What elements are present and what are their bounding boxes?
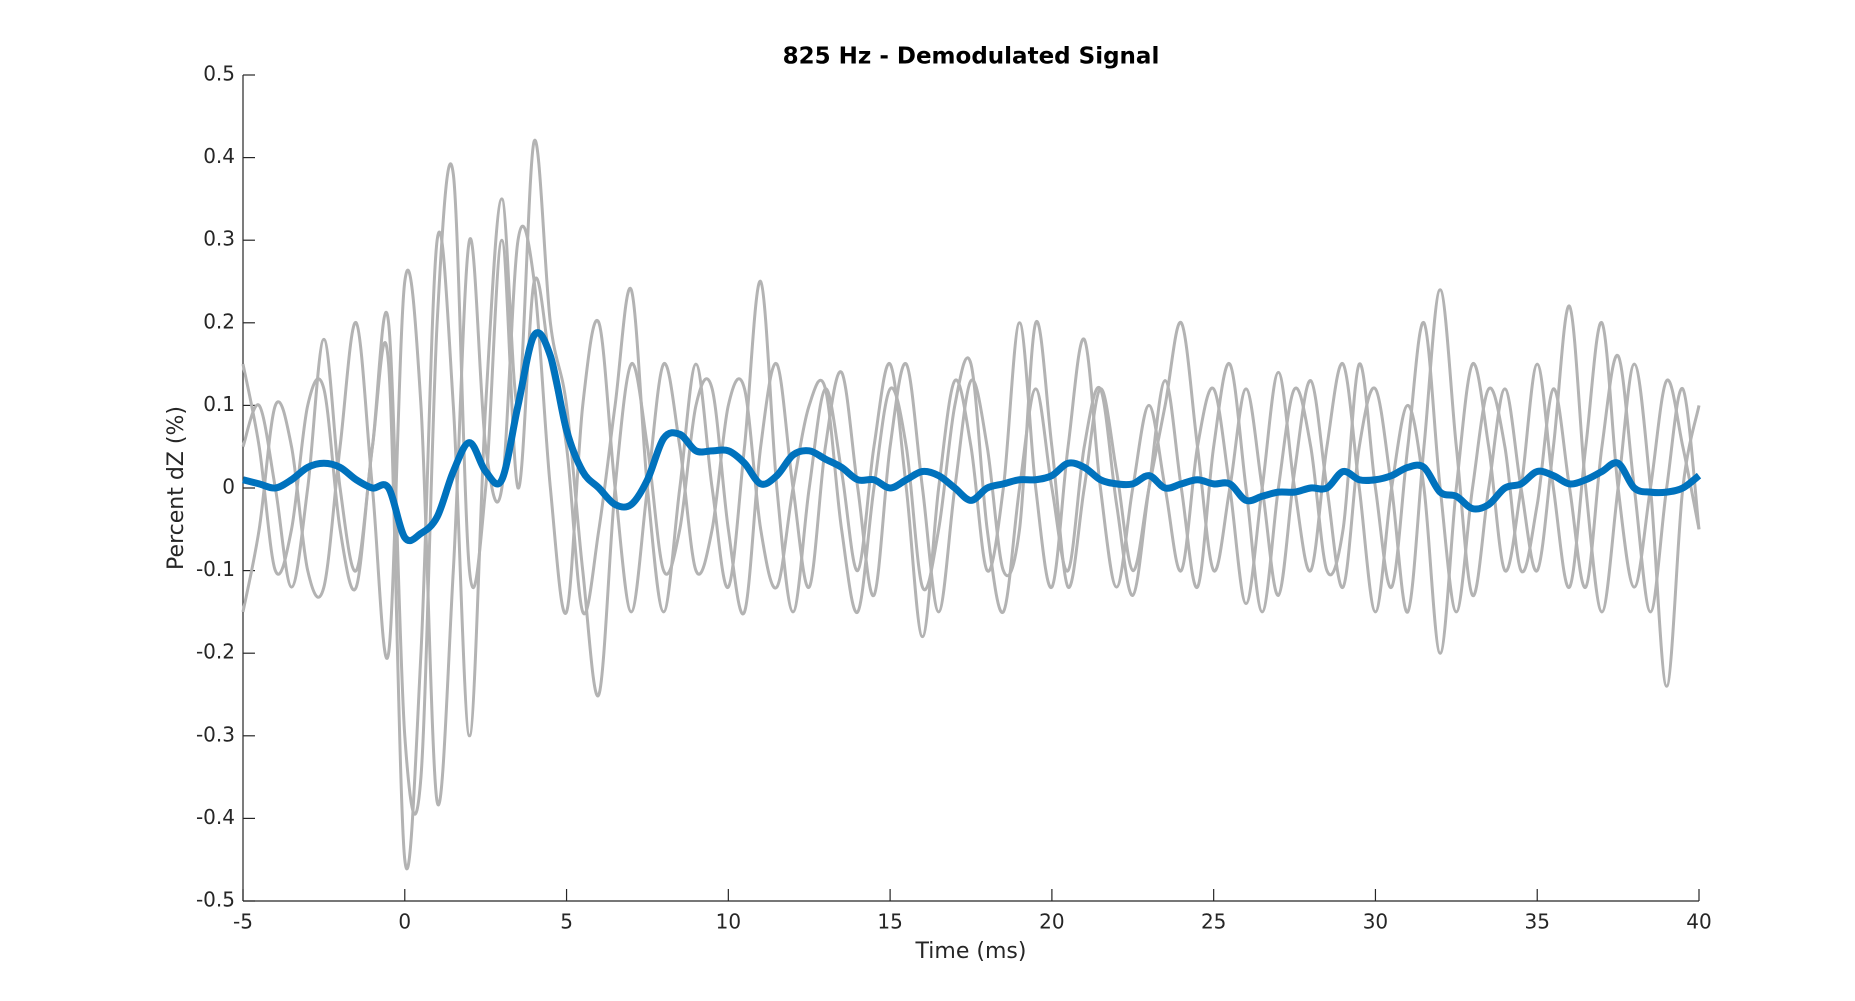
- y-tick-label: 0: [222, 475, 235, 499]
- x-tick-label: 20: [1039, 910, 1064, 934]
- y-tick-label: 0.1: [203, 392, 235, 416]
- x-tick-label: 5: [560, 910, 573, 934]
- x-tick-label: 40: [1686, 910, 1711, 934]
- trace-line: [241, 224, 1701, 807]
- x-tick-label: 35: [1524, 910, 1549, 934]
- y-tick-label: 0.3: [203, 227, 235, 251]
- x-axis-label: Time (ms): [915, 939, 1027, 964]
- x-tick-label: 30: [1363, 910, 1388, 934]
- trace-line: [241, 162, 1701, 816]
- y-tick-label: -0.5: [196, 888, 235, 912]
- y-tick-label: 0.2: [203, 309, 235, 333]
- y-tick-label: 0.4: [203, 144, 235, 168]
- x-tick-label: -5: [233, 910, 253, 934]
- x-tick-label: 0: [398, 910, 411, 934]
- y-tick-label: -0.1: [196, 557, 235, 581]
- y-axis-label: Percent dZ (%): [164, 406, 189, 570]
- chart-title: 825 Hz - Demodulated Signal: [783, 44, 1160, 70]
- x-tick-label: 25: [1201, 910, 1226, 934]
- y-tick-label: -0.4: [196, 805, 235, 829]
- x-tick-label: 10: [716, 910, 741, 934]
- y-tick-label: -0.2: [196, 640, 235, 664]
- mean-line: [242, 329, 1702, 545]
- y-tick-label: -0.3: [196, 722, 235, 746]
- y-tick-label: 0.5: [203, 62, 235, 86]
- trace-line: [241, 138, 1701, 871]
- x-tick-label: 15: [877, 910, 902, 934]
